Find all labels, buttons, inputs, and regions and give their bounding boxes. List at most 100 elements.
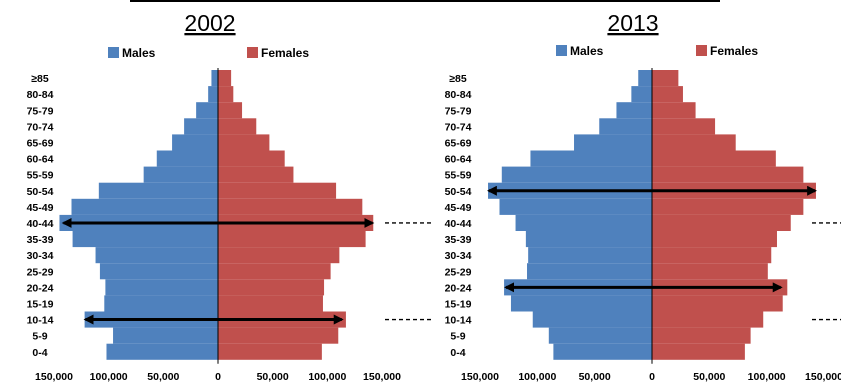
pyramid-2002: 2002 Males Females 0-4 5-9 10-14 15-19 20-24… (27, 10, 433, 382)
age-label: 25-29 (445, 266, 472, 278)
age-label: ≥85 (449, 73, 467, 85)
bar-males-80-84 (631, 86, 652, 103)
bar-females-55-59 (652, 166, 804, 183)
x-tick-label: 50,000 (579, 371, 611, 382)
age-label: 10-14 (27, 315, 54, 327)
bar-females-≥85 (218, 70, 232, 87)
bar-females-80-84 (218, 86, 234, 103)
bar-females-30-34 (652, 247, 772, 264)
bar-females-60-64 (652, 150, 776, 167)
age-label: 80-84 (445, 89, 472, 101)
bar-males-25-29 (99, 263, 218, 280)
age-label: 35-39 (445, 234, 472, 246)
x-tick-label: 100,000 (308, 371, 346, 382)
age-label: 70-74 (445, 121, 472, 133)
legend-label-males: Males (570, 44, 604, 58)
x-tick-labels-group: 150,000 100,000 50,000 0 50,000 100,000 150,00… (461, 371, 841, 382)
age-label: ≥85 (31, 73, 49, 85)
bar-males-55-59 (143, 166, 218, 183)
age-label: 40-44 (445, 218, 472, 230)
bar-females-75-79 (652, 102, 696, 119)
bar-females-60-64 (218, 150, 285, 167)
x-tick-label: 150,000 (363, 371, 401, 382)
bar-males-65-69 (574, 134, 652, 151)
age-label: 45-49 (27, 202, 54, 214)
bar-males-70-74 (184, 118, 218, 135)
bar-females-65-69 (652, 134, 736, 151)
bar-males-30-34 (95, 247, 218, 264)
bar-males-10-14 (532, 311, 652, 328)
x-tick-label: 150,000 (35, 371, 73, 382)
age-label: 50-54 (445, 186, 472, 198)
age-label: 25-29 (27, 266, 54, 278)
legend-swatch-males (556, 45, 567, 56)
bar-females-55-59 (218, 166, 294, 183)
bar-females-40-44 (652, 214, 791, 231)
bar-males-75-79 (196, 102, 218, 119)
bar-males-75-79 (616, 102, 652, 119)
bar-females-45-49 (218, 198, 363, 215)
age-label: 40-44 (27, 218, 54, 230)
bar-females-15-19 (218, 295, 323, 312)
x-tick-label: 150,000 (461, 371, 499, 382)
legend-swatch-females (696, 45, 707, 56)
x-tick-label: 50,000 (693, 371, 725, 382)
bar-females-20-24 (218, 279, 325, 296)
age-label: 50-54 (27, 186, 54, 198)
age-label: 75-79 (27, 105, 54, 117)
bar-females-50-54 (218, 182, 337, 199)
annotations-group (61, 217, 433, 325)
age-labels-group: 0-4 5-9 10-14 15-19 20-24 25-29 30-34 35-39 40-4… (445, 73, 472, 359)
bar-males-≥85 (211, 70, 218, 87)
bar-males-5-9 (113, 327, 218, 344)
age-label: 65-69 (445, 137, 472, 149)
age-label: 5-9 (450, 331, 465, 343)
legend-swatch-females (247, 47, 258, 58)
bar-males-5-9 (548, 327, 652, 344)
age-label: 70-74 (27, 121, 54, 133)
bar-males-40-44 (515, 214, 652, 231)
age-label: 10-14 (445, 315, 472, 327)
bar-males-0-4 (106, 343, 218, 360)
age-label: 75-79 (445, 105, 472, 117)
bar-females-5-9 (652, 327, 751, 344)
bar-males-55-59 (501, 166, 652, 183)
age-labels-group: 0-4 5-9 10-14 15-19 20-24 25-29 30-34 35-39 40-4… (27, 73, 54, 359)
x-tick-label: 100,000 (90, 371, 128, 382)
age-label: 65-69 (27, 137, 54, 149)
bar-males-0-4 (553, 343, 652, 360)
x-tick-label: 100,000 (748, 371, 786, 382)
bar-males-80-84 (208, 86, 218, 103)
pyramid-2013: 2013 Males Females 0-4 5-9 10-14 15-19 20-24… (445, 10, 841, 382)
bar-females-30-34 (218, 247, 340, 264)
bar-females-70-74 (218, 118, 257, 135)
bar-males-60-64 (156, 150, 218, 167)
bars-group (488, 68, 816, 364)
x-tick-labels-group: 150,000 100,000 50,000 0 50,000 100,000 150,00… (35, 371, 401, 382)
bar-males-35-39 (525, 231, 652, 248)
bar-males-20-24 (105, 279, 218, 296)
x-tick-label: 100,000 (518, 371, 556, 382)
age-label: 15-19 (445, 298, 472, 310)
age-label: 55-59 (445, 170, 472, 182)
bar-males-15-19 (510, 295, 652, 312)
bar-females-10-14 (652, 311, 764, 328)
age-label: 80-84 (27, 89, 54, 101)
age-label: 30-34 (27, 250, 54, 262)
bar-females-75-79 (218, 102, 243, 119)
age-label: 20-24 (445, 282, 472, 294)
bar-males-25-29 (527, 263, 652, 280)
age-label: 20-24 (27, 282, 54, 294)
age-label: 55-59 (27, 170, 54, 182)
x-tick-label: 0 (215, 371, 221, 382)
bar-females-15-19 (652, 295, 783, 312)
bar-females-70-74 (652, 118, 716, 135)
bar-females-0-4 (218, 343, 322, 360)
age-label: 0-4 (32, 347, 47, 359)
x-tick-label: 150,000 (805, 371, 841, 382)
age-label: 60-64 (27, 154, 54, 166)
legend-label-males: Males (122, 46, 156, 60)
bar-females-45-49 (652, 198, 804, 215)
bar-males-70-74 (599, 118, 652, 135)
